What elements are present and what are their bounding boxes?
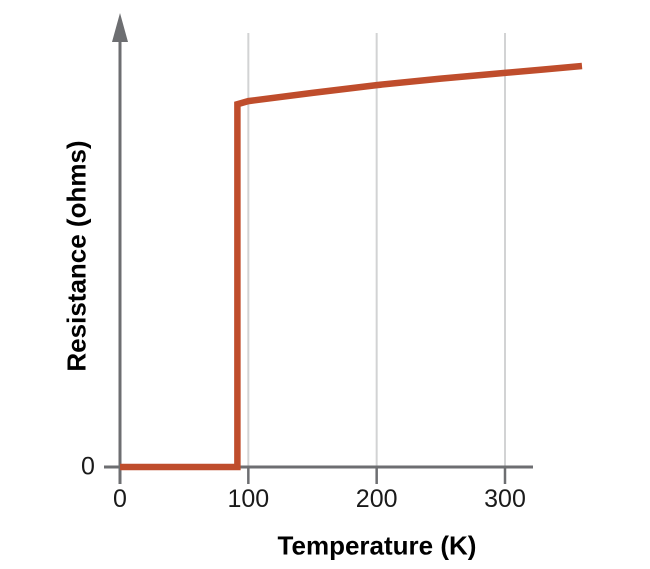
y-axis-arrowhead-icon bbox=[112, 13, 128, 42]
x-tick-label: 0 bbox=[113, 485, 127, 513]
resistance-curve bbox=[120, 62, 583, 471]
x-tick-label: 300 bbox=[484, 485, 526, 513]
x-tick-label: 200 bbox=[355, 485, 398, 513]
x-axis-title: Temperature (K) bbox=[277, 530, 477, 561]
y-tick-label: 0 bbox=[81, 452, 95, 481]
y-axis-title: Resistance (ohms) bbox=[61, 140, 92, 372]
gridlines-group bbox=[247, 33, 506, 466]
x-tick-label: 100 bbox=[227, 485, 270, 513]
